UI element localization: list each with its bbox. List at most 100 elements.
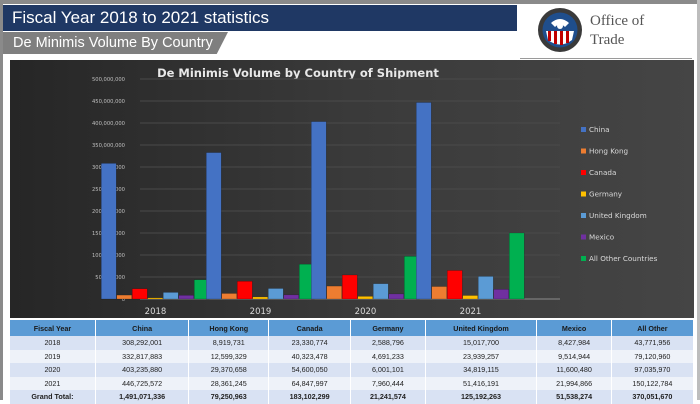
table-cell: 21,994,866 [536, 376, 612, 390]
table-cell: 54,600,050 [268, 363, 352, 377]
table-cell: 28,361,245 [188, 376, 270, 390]
table-cell: 2021 [10, 376, 96, 390]
bars [101, 102, 525, 300]
bar-hong-kong-2021 [431, 286, 447, 300]
window-frame-top [0, 0, 700, 4]
chart-title: De Minimis Volume by Country of Shipment [157, 66, 439, 80]
table-cell: 308,292,001 [95, 336, 190, 350]
table-header-row: Fiscal Year China Hong Kong Canada Germany Un… [10, 320, 695, 336]
column-header: China [95, 320, 190, 336]
legend-swatch [581, 127, 586, 132]
table-cell: 12,599,329 [188, 349, 270, 363]
legend-swatch [581, 234, 586, 240]
bar-canada-2018 [132, 288, 148, 300]
table-cell: 8,427,984 [536, 336, 612, 350]
bar-united-kingdom-2021 [478, 276, 494, 300]
table-cell: 23,330,774 [268, 336, 352, 350]
column-header: Fiscal Year [10, 320, 96, 336]
column-header: Mexico [536, 320, 612, 336]
table-row: 2021 446,725,572 28,361,245 64,847,997 7,960… [10, 376, 695, 390]
bar-united-kingdom-2019 [268, 288, 284, 300]
bar-hong-kong-2018 [116, 294, 132, 300]
bar-china-2019 [206, 152, 222, 300]
table-cell: 9,514,944 [536, 349, 612, 363]
bar-canada-2021 [447, 270, 463, 300]
legend-swatch [581, 148, 586, 154]
total-cell: Grand Total: [10, 390, 96, 404]
legend: China Hong Kong Canada Germany United Kingdo… [581, 125, 658, 263]
bar-hong-kong-2020 [326, 285, 342, 300]
table-cell: 79,120,960 [611, 349, 695, 363]
bar-all-other-countries-2021 [509, 232, 525, 300]
table-cell: 7,960,444 [350, 376, 426, 390]
window-frame-left [0, 0, 3, 400]
x-tick-label: 2020 [355, 307, 377, 317]
page-subtitle: De Minimis Volume By Country [3, 32, 228, 54]
table-cell: 29,370,658 [188, 363, 270, 377]
bar-canada-2019 [237, 281, 253, 300]
table-cell: 34,819,115 [425, 363, 538, 377]
table-cell: 332,817,883 [95, 349, 190, 363]
table-row: 2018 308,292,001 8,919,731 23,330,774 2,588,… [10, 336, 695, 350]
bar-germany-2018 [147, 297, 163, 300]
header-divider [520, 58, 692, 59]
data-table: Fiscal Year China Hong Kong Canada Germany Un… [10, 320, 695, 404]
x-tick-label: 2019 [250, 307, 272, 317]
x-tick-label: 2021 [460, 307, 482, 317]
bar-mexico-2020 [388, 293, 404, 300]
x-tick-label: 2018 [145, 307, 167, 317]
table-cell: 4,691,233 [350, 349, 426, 363]
page-title: Fiscal Year 2018 to 2021 statistics [3, 5, 517, 31]
table-cell: 6,001,101 [350, 363, 426, 377]
bar-hong-kong-2019 [221, 293, 237, 300]
legend-label: United Kingdom [589, 211, 647, 220]
total-cell: 125,192,263 [425, 390, 538, 404]
bar-united-kingdom-2020 [373, 283, 389, 300]
table-cell: 15,017,700 [425, 336, 538, 350]
bar-chart: De Minimis Volume by Country of Shipment… [10, 60, 694, 318]
cbp-seal-logo [537, 7, 583, 53]
y-tick-label: 400,000,000 [92, 121, 125, 127]
bar-china-2020 [311, 121, 327, 300]
bar-germany-2020 [357, 296, 373, 300]
table-cell: 2,588,796 [350, 336, 426, 350]
data-table-container: Fiscal Year China Hong Kong Canada Germany Un… [10, 320, 695, 404]
legend-label: Hong Kong [589, 147, 628, 156]
bar-canada-2020 [342, 274, 358, 300]
legend-label: Germany [589, 190, 623, 199]
table-cell: 40,323,478 [268, 349, 352, 363]
bar-mexico-2021 [493, 289, 509, 300]
table-row: 2019 332,817,883 12,599,329 40,323,478 4,691… [10, 349, 695, 363]
total-cell: 183,102,299 [268, 390, 352, 404]
table-cell: 2019 [10, 349, 96, 363]
table-cell: 446,725,572 [95, 376, 190, 390]
total-cell: 79,250,963 [188, 390, 270, 404]
column-header: Hong Kong [188, 320, 270, 336]
column-header: All Other [611, 320, 695, 336]
logo-text-line2: Trade [590, 32, 625, 48]
total-cell: 21,241,574 [350, 390, 426, 404]
table-cell: 2020 [10, 363, 96, 377]
legend-swatch [581, 191, 586, 197]
window-frame-right [697, 0, 700, 400]
column-header: Germany [350, 320, 426, 336]
bar-china-2021 [416, 102, 432, 300]
column-header: United Kingdom [425, 320, 538, 336]
table-cell: 23,939,257 [425, 349, 538, 363]
legend-label: Mexico [589, 233, 614, 242]
legend-swatch [581, 213, 586, 218]
table-cell: 8,919,731 [188, 336, 270, 350]
grand-total-row: Grand Total: 1,491,071,336 79,250,963 183,1… [10, 390, 695, 404]
table-cell: 11,600,480 [536, 363, 612, 377]
bar-germany-2019 [252, 296, 268, 300]
y-tick-label: 0 [122, 297, 125, 303]
table-cell: 51,416,191 [425, 376, 538, 390]
total-cell: 370,051,670 [611, 390, 695, 404]
legend-label: China [589, 125, 610, 134]
legend-label: All Other Countries [589, 254, 658, 263]
y-tick-label: 350,000,000 [92, 143, 125, 149]
table-cell: 64,847,997 [268, 376, 352, 390]
table-row: 2020 403,235,880 29,370,658 54,600,050 6,001… [10, 363, 695, 377]
legend-label: Canada [589, 168, 616, 177]
bar-mexico-2019 [283, 294, 299, 300]
